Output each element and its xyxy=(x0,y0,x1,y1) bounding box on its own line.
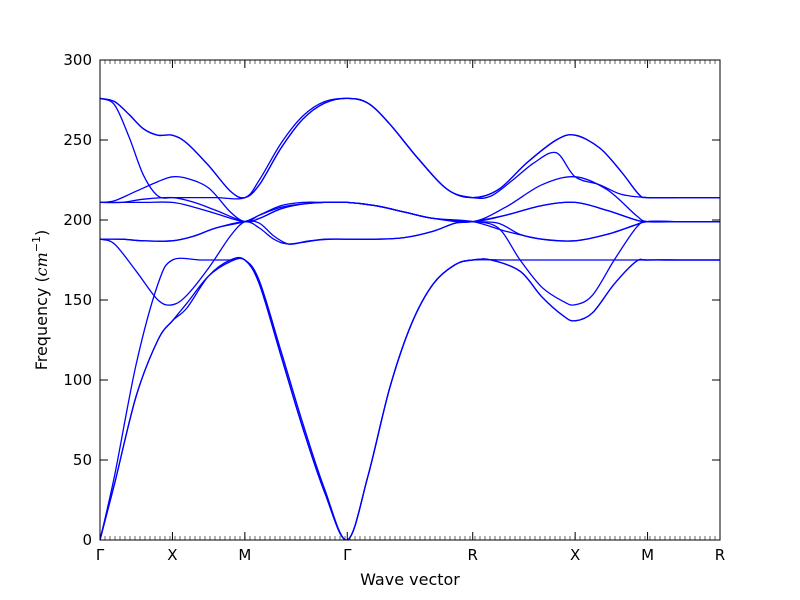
y-axis-label: Frequency (cm−1) xyxy=(30,230,51,371)
phonon-branch-1 xyxy=(100,256,720,540)
x-tick-label: Γ xyxy=(343,546,352,564)
phonon-branch-5 xyxy=(100,201,720,242)
y-axis-label-exponent: −1 xyxy=(30,236,43,252)
y-tick-label: 150 xyxy=(63,291,92,309)
x-tick-label: X xyxy=(570,546,580,564)
x-tick-label: R xyxy=(468,546,478,564)
x-tick-label: M xyxy=(641,546,654,564)
phonon-branch-3 xyxy=(100,257,720,540)
minor-ticks xyxy=(104,60,716,540)
y-tick-label: 200 xyxy=(63,211,92,229)
x-tick-label: Γ xyxy=(96,546,105,564)
plot-lines xyxy=(100,97,720,540)
y-tick-label: 50 xyxy=(73,451,92,469)
y-tick-label: 0 xyxy=(82,531,92,549)
x-axis-label: Wave vector xyxy=(360,570,460,589)
y-tick-label: 250 xyxy=(63,131,92,149)
y-axis-label-close: ) xyxy=(32,230,51,236)
y-axis-ticks: 0 50 100 150 200 250 300 xyxy=(63,51,720,549)
x-tick-label: R xyxy=(715,546,725,564)
phonon-branch-4 xyxy=(100,219,720,306)
phonon-branch-12 xyxy=(100,97,720,199)
y-tick-label: 300 xyxy=(63,51,92,69)
phonon-branch-7 xyxy=(100,201,720,223)
x-tick-label: X xyxy=(167,546,177,564)
y-axis-label-unit: cm xyxy=(32,252,51,276)
y-tick-label: 100 xyxy=(63,371,92,389)
x-tick-label: M xyxy=(238,546,251,564)
y-axis-label-text: Frequency ( xyxy=(32,276,51,370)
phonon-branch-2 xyxy=(100,257,720,540)
phonon-branch-9 xyxy=(100,175,720,223)
phonon-branch-8 xyxy=(100,196,720,242)
phonon-branch-6 xyxy=(100,201,720,245)
